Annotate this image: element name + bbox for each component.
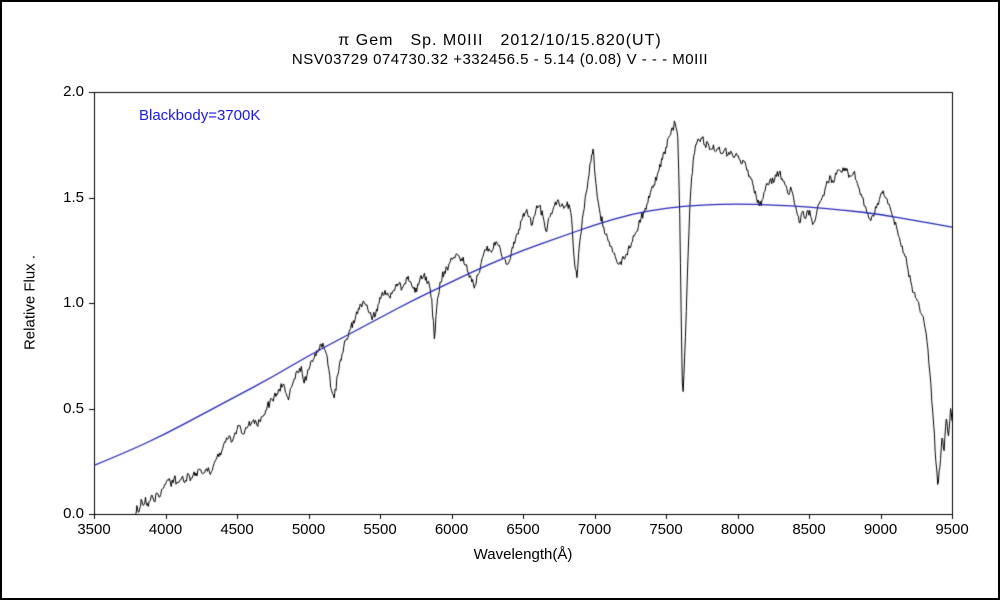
x-tick-label: 9500 <box>935 521 969 538</box>
blackbody-annotation: Blackbody=3700K <box>139 107 261 124</box>
y-tick-label: 2.0 <box>63 83 84 100</box>
x-tick-label: 9000 <box>863 521 898 538</box>
x-tick-label: 8500 <box>792 521 826 538</box>
x-axis-label: Wavelength(Å) <box>473 546 573 563</box>
x-tick-label: 4000 <box>148 521 183 538</box>
y-tick-label: 1.0 <box>63 294 84 311</box>
chart-title: π Gem Sp. M0III 2012/10/15.820(UT) <box>338 32 662 49</box>
x-tick-label: 6000 <box>434 521 469 538</box>
x-tick-label: 7000 <box>577 521 612 538</box>
y-tick-label: 0.5 <box>63 399 84 417</box>
x-tick-label: 6500 <box>506 521 540 538</box>
x-tick-label: 3500 <box>77 521 111 538</box>
chart-subtitle: NSV03729 074730.32 +332456.5 - 5.14 (0.0… <box>291 51 709 68</box>
y-tick-label: 1.5 <box>63 188 84 206</box>
x-tick-label: 5000 <box>291 521 326 538</box>
x-tick-label: 5500 <box>363 521 397 538</box>
x-tick-label: 8000 <box>720 521 755 538</box>
y-tick-label: 0.0 <box>63 505 84 522</box>
x-tick-label: 7500 <box>649 521 683 538</box>
y-axis-label: Relative Flux . <box>21 254 39 351</box>
x-tick-label: 4500 <box>220 521 254 538</box>
